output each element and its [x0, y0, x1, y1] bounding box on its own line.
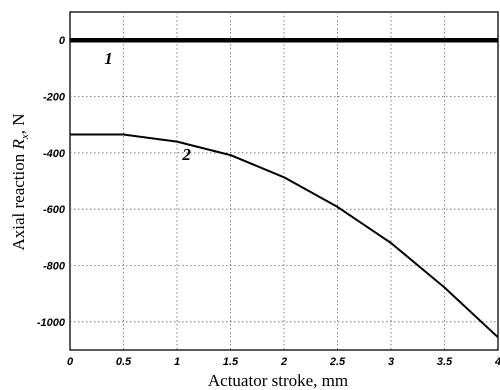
series-line-2: [70, 133, 499, 339]
y-tick-label: -800: [43, 261, 66, 273]
x-tick-label: 0: [67, 356, 74, 368]
y-axis-label-unit: , N: [9, 113, 28, 134]
x-tick-label: 2.5: [329, 356, 346, 368]
series-label-1: 1: [104, 49, 113, 68]
y-axis-label-subscript: x: [19, 134, 31, 140]
y-axis-label-symbol: R: [9, 139, 28, 151]
y-tick-labels: 0 -200 -400 -600 -800 -1000: [37, 35, 66, 329]
x-tick-label: 2: [280, 356, 287, 368]
y-tick-label: -600: [43, 204, 66, 216]
x-tick-labels: 0 0.5 1 1.5 2 2.5 3 3.5 4: [67, 356, 500, 368]
series-label-2: 2: [181, 145, 191, 164]
grid-lines: [70, 12, 498, 350]
x-tick-label: 3: [388, 356, 394, 368]
curve-labels: 12: [104, 49, 191, 164]
y-tick-label: 0: [59, 35, 66, 47]
y-tick-label: -400: [43, 148, 66, 160]
x-axis-label: Actuator stroke, mm: [208, 371, 348, 390]
x-tick-label: 1.5: [223, 356, 239, 368]
y-tick-label: -1000: [37, 317, 66, 329]
y-axis-label-main: Axial reaction: [9, 150, 28, 251]
x-tick-label: 3.5: [437, 356, 453, 368]
x-tick-label: 4: [494, 356, 500, 368]
data-series: [70, 37, 499, 339]
y-axis-label: Axial reaction Rx, N: [9, 113, 31, 250]
x-tick-label: 0.5: [116, 356, 132, 368]
x-tick-label: 1: [174, 356, 180, 368]
y-tick-label: -200: [43, 92, 66, 104]
